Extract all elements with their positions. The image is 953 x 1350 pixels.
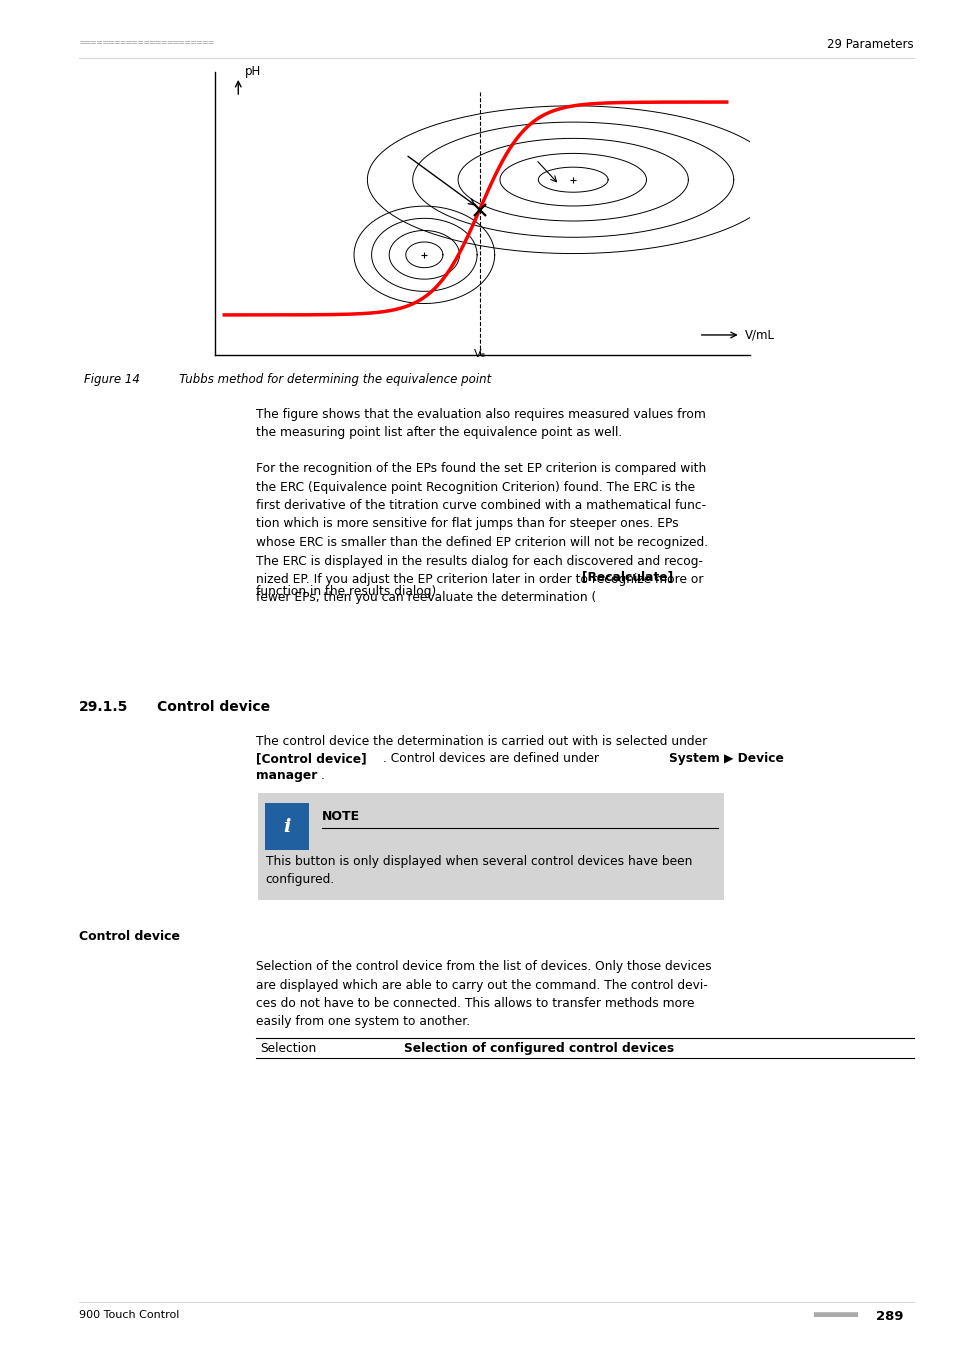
Text: 900 Touch Control: 900 Touch Control [79, 1310, 179, 1320]
Text: For the recognition of the EPs found the set EP criterion is compared with
the E: For the recognition of the EPs found the… [255, 462, 707, 605]
Bar [265, 803, 309, 850]
Text: The figure shows that the evaluation also requires measured values from
the meas: The figure shows that the evaluation als… [255, 408, 705, 440]
Text: NOTE: NOTE [322, 810, 359, 824]
Text: V/mL: V/mL [744, 328, 775, 342]
Text: 29 Parameters: 29 Parameters [826, 38, 913, 51]
Text: pH: pH [245, 66, 261, 78]
Text: Vₑ: Vₑ [474, 348, 486, 359]
Text: Selection of the control device from the list of devices. Only those devices
are: Selection of the control device from the… [255, 960, 711, 1029]
Text: . Control devices are defined under: . Control devices are defined under [382, 752, 601, 765]
Text: Control device: Control device [157, 701, 271, 714]
Text: .: . [320, 769, 324, 782]
Text: The control device the determination is carried out with is selected under: The control device the determination is … [255, 734, 706, 748]
Text: System ▶ Device: System ▶ Device [668, 752, 782, 765]
Text: Tubbs method for determining the equivalence point: Tubbs method for determining the equival… [168, 373, 491, 386]
Text: This button is only displayed when several control devices have been
configured.: This button is only displayed when sever… [265, 855, 691, 887]
Text: ■■■■■■■■■: ■■■■■■■■■ [813, 1310, 858, 1319]
Text: Figure 14: Figure 14 [84, 373, 140, 386]
Bar [257, 792, 723, 900]
Text: manager: manager [255, 769, 316, 782]
Text: Selection of configured control devices: Selection of configured control devices [403, 1042, 673, 1054]
Text: [Control device]: [Control device] [255, 752, 366, 765]
Text: Control device: Control device [79, 930, 180, 944]
Text: 289: 289 [875, 1310, 902, 1323]
Text: i: i [283, 818, 291, 836]
Text: [Recalculate]: [Recalculate] [581, 571, 673, 583]
Text: 29.1.5: 29.1.5 [79, 701, 129, 714]
Text: =======================: ======================= [79, 38, 214, 49]
Text: function in the results dialog).: function in the results dialog). [255, 586, 439, 598]
Text: Selection: Selection [260, 1042, 316, 1054]
